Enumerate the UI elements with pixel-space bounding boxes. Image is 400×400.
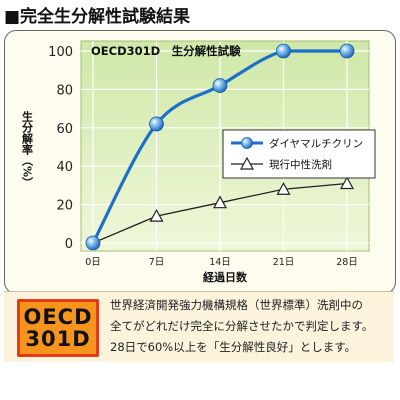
page-title: ■完全生分解性試験結果 [4, 7, 191, 27]
description-line-2: 全てがどれだけ完全に分解させたかで判定します。 [110, 319, 374, 333]
x-tick-label-1: 7日 [149, 257, 165, 268]
series-0-point-3 [276, 43, 291, 59]
chart-title: OECD301D 生分解性試験 [91, 44, 241, 58]
legend-series-0-label: ダイヤマルチクリン [269, 137, 363, 150]
series-1-point-4 [339, 176, 355, 190]
series-1-point-2 [212, 195, 228, 209]
y-tick-label-4: 80 [56, 83, 73, 98]
description-line-3: 28日で60%以上を「生分解性良好」とします。 [110, 340, 357, 354]
series-1-point-3 [276, 181, 291, 195]
series-1-point-1 [149, 208, 164, 222]
x-tick-label-2: 14日 [209, 257, 231, 268]
y-tick-label-3: 60 [56, 122, 73, 137]
y-tick-label-5: 100 [48, 45, 73, 60]
explanation-panel: OECD 301D 世界経済開発強力機構規格（世界標準）洗剤中の 全てがどれだけ… [4, 291, 394, 362]
legend-series-1-marker [239, 156, 255, 170]
series-0-point-1 [149, 116, 164, 132]
series-0-point-2 [212, 78, 228, 93]
y-tick-label-1: 20 [56, 199, 73, 214]
x-tick-label-0: 0日 [85, 257, 101, 268]
series-0-point-4 [339, 43, 355, 59]
y-tick-label-2: 40 [56, 160, 73, 175]
x-axis-label: 経過日数 [203, 270, 248, 284]
x-tick-label-3: 21日 [273, 257, 295, 268]
series-0-line [91, 49, 347, 244]
chart-container: 0 20 40 60 80 100 0日 7日 14日 21日 28日 OECD301D 生分解性試験… [4, 30, 396, 294]
y-axis-label: 生分解率（%） [21, 110, 35, 188]
legend-series-1-label: 現行中性洗剤 [269, 158, 332, 171]
badge-line-2: 301D [25, 327, 91, 351]
description-line-1: 世界経済開発強力機構規格（世界標準）洗剤中の [110, 298, 363, 312]
description-text: 世界経済開発強力機構規格（世界標準）洗剤中の 全てがどれだけ完全に分解させたかで… [110, 295, 392, 358]
badge-line-1: OECD [23, 305, 93, 329]
series-0-point-0 [85, 235, 101, 251]
x-tick-label-4: 28日 [336, 257, 358, 268]
oecd-301d-badge: OECD 301D [17, 299, 99, 357]
biodegradation-chart: 0 20 40 60 80 100 0日 7日 14日 21日 28日 OECD301D 生分解性試験… [21, 40, 376, 284]
legend-series-0-marker [241, 137, 253, 149]
y-tick-label-0: 0 [65, 237, 73, 252]
